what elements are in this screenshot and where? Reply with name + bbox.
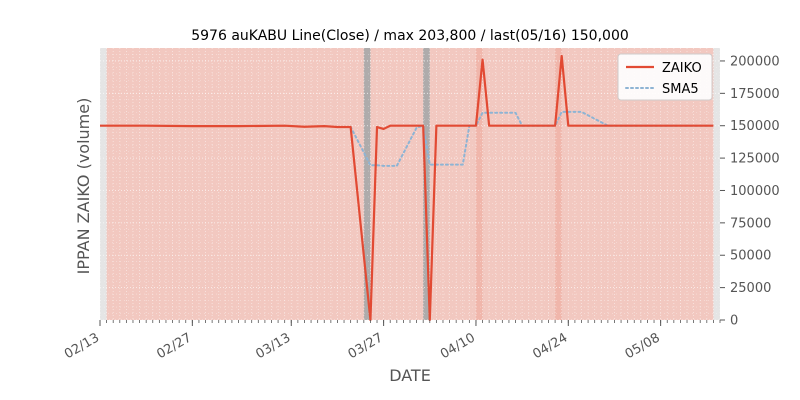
highlight-band bbox=[363, 48, 371, 320]
plot-area: 0 25000 50000 75000 100000 125000 150000 175000… bbox=[62, 48, 780, 362]
y-tick-label: 25000 bbox=[730, 281, 771, 296]
y-tick-label: 125000 bbox=[730, 152, 780, 167]
y-tick-label: 50000 bbox=[730, 249, 771, 264]
chart-title: 5976 auKABU Line(Close) / max 203,800 / … bbox=[191, 28, 629, 44]
y-tick-label: 175000 bbox=[730, 87, 780, 102]
x-tick-label: 04/10 bbox=[438, 330, 478, 362]
x-tick-label: 02/13 bbox=[62, 330, 102, 362]
legend-label: ZAIKO bbox=[662, 61, 702, 76]
legend-label: SMA5 bbox=[662, 82, 699, 97]
y-tick-label: 200000 bbox=[730, 54, 780, 69]
x-tick-label: 03/13 bbox=[253, 330, 293, 362]
series-line-zaiko bbox=[100, 54, 714, 322]
legend: ZAIKO SMA5 bbox=[617, 53, 713, 101]
highlight-band bbox=[555, 48, 562, 320]
highlight-band bbox=[423, 48, 430, 320]
x-tick-label: 02/27 bbox=[154, 330, 194, 362]
y-axis-label: IPPAN ZAIKO (volume) bbox=[74, 98, 93, 275]
x-tick-label: 04/24 bbox=[530, 330, 570, 362]
x-tick-label: 05/08 bbox=[623, 330, 663, 362]
y-tick-label: 100000 bbox=[730, 184, 780, 199]
highlight-band bbox=[475, 48, 483, 320]
y-tick-label: 75000 bbox=[730, 216, 771, 231]
y-tick-label: 150000 bbox=[730, 119, 780, 134]
y-tick-label: 0 bbox=[730, 314, 738, 329]
x-axis-label: DATE bbox=[389, 366, 431, 385]
x-tick-label: 03/27 bbox=[346, 330, 386, 362]
